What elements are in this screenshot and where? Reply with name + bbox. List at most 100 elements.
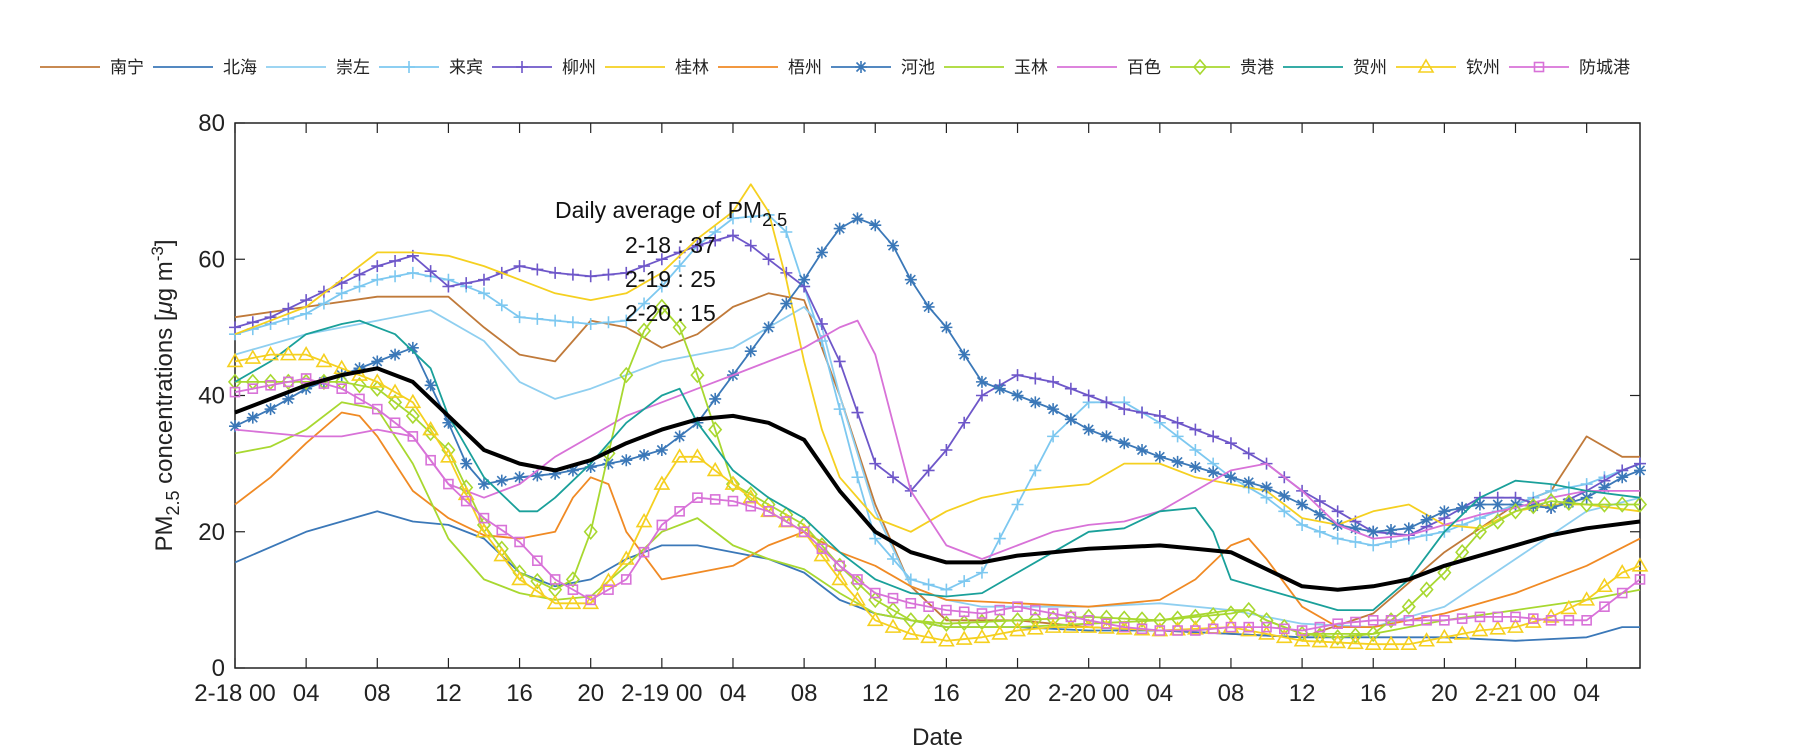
square-marker	[1243, 621, 1255, 633]
plus-marker	[726, 212, 739, 225]
diamond-marker	[1597, 496, 1612, 513]
plus-marker	[531, 263, 544, 276]
triangle-marker	[457, 485, 475, 501]
plus-marker	[1296, 518, 1309, 531]
square-marker	[1545, 615, 1557, 626]
plus-marker	[1242, 447, 1255, 460]
plot-area	[234, 122, 1641, 669]
star-marker	[1616, 471, 1629, 484]
square-marker	[1332, 618, 1343, 630]
star-marker	[1064, 413, 1077, 426]
triangle-marker	[1489, 620, 1507, 635]
square-marker	[1474, 611, 1486, 623]
square-marker	[1563, 615, 1575, 626]
square-marker	[1385, 615, 1397, 626]
plus-marker	[940, 583, 953, 596]
square-marker	[1190, 625, 1201, 636]
triangle-marker	[1435, 628, 1453, 644]
star-marker	[1100, 430, 1113, 443]
square-marker	[727, 495, 739, 507]
star-marker	[371, 355, 384, 368]
square-marker	[958, 606, 970, 618]
star-marker	[1171, 455, 1184, 468]
star-marker	[762, 321, 775, 334]
star-marker	[1224, 471, 1237, 484]
star-marker	[1242, 476, 1255, 489]
plus-marker	[940, 444, 953, 456]
plus-marker	[584, 317, 597, 330]
triangle-marker	[244, 349, 262, 364]
x-tick-label: 08	[1218, 680, 1245, 707]
square-marker	[941, 604, 952, 616]
legend-item: 北海	[153, 58, 257, 77]
star-marker	[566, 464, 579, 477]
square-marker	[443, 478, 454, 490]
triangle-marker	[1524, 613, 1542, 628]
star-marker	[744, 345, 757, 358]
star-marker	[1082, 423, 1095, 436]
square-marker	[1403, 615, 1415, 626]
star-marker	[1598, 481, 1611, 494]
legend-item: 钦州	[1396, 58, 1500, 77]
square-marker	[496, 524, 508, 536]
triangle-marker	[1417, 58, 1435, 73]
square-marker	[994, 604, 1006, 616]
daily-average-annotation: Daily average of PM2.5 2-18 : 37 2-19 : …	[555, 197, 787, 326]
star-marker	[584, 461, 597, 474]
plus-marker	[229, 321, 241, 334]
plus-marker	[371, 260, 384, 273]
triangle-marker	[1382, 635, 1400, 650]
star-marker	[940, 321, 953, 334]
diamond-marker	[1615, 496, 1630, 513]
square-marker	[1367, 615, 1379, 626]
triangle-marker	[1507, 618, 1524, 633]
triangle-marker	[475, 523, 493, 538]
triangle-marker	[706, 461, 724, 477]
legend-label: 钦州	[1466, 58, 1500, 77]
triangle-marker	[902, 625, 920, 640]
legend-item: 河池	[831, 58, 935, 77]
plus-marker	[1029, 464, 1042, 477]
square-marker	[1510, 611, 1521, 623]
x-tick-label: 2-19 00	[621, 680, 702, 707]
star-marker	[1313, 508, 1326, 521]
diamond-marker	[565, 571, 580, 588]
star-marker	[855, 61, 867, 73]
star-marker	[1296, 498, 1309, 511]
series-line	[234, 366, 1641, 592]
diamond-marker	[636, 322, 652, 340]
triangle-marker	[1560, 599, 1578, 615]
square-marker	[1456, 613, 1468, 624]
plus-marker	[833, 403, 846, 416]
square-marker	[478, 512, 490, 524]
star-marker	[975, 375, 988, 388]
plus-marker	[887, 471, 900, 484]
triangle-marker	[866, 611, 884, 627]
triangle-marker	[1311, 633, 1329, 648]
star-marker	[1189, 461, 1202, 474]
star-marker	[1420, 513, 1433, 526]
square-marker	[1225, 621, 1237, 633]
annotation-title: Daily average of PM2.5	[555, 197, 787, 230]
star-marker	[798, 273, 811, 286]
triangle-marker	[884, 618, 902, 633]
triangle-marker	[1009, 621, 1026, 637]
legend-label: 防城港	[1579, 58, 1630, 77]
square-marker	[1118, 621, 1130, 633]
square-marker	[798, 526, 810, 538]
star-marker	[389, 348, 402, 361]
x-tick-label: 04	[1146, 680, 1173, 707]
legend-label: 崇左	[336, 58, 370, 77]
series-line	[234, 319, 1641, 611]
square-marker	[336, 383, 348, 394]
square-marker	[532, 555, 543, 567]
plus-marker	[655, 280, 668, 293]
square-marker	[923, 601, 934, 612]
plus-marker	[638, 260, 651, 273]
annotation-title-sub: 2.5	[762, 210, 787, 230]
square-marker	[1581, 615, 1592, 626]
square-marker	[1101, 618, 1112, 630]
plus-marker	[442, 280, 455, 293]
star-marker	[815, 246, 828, 259]
